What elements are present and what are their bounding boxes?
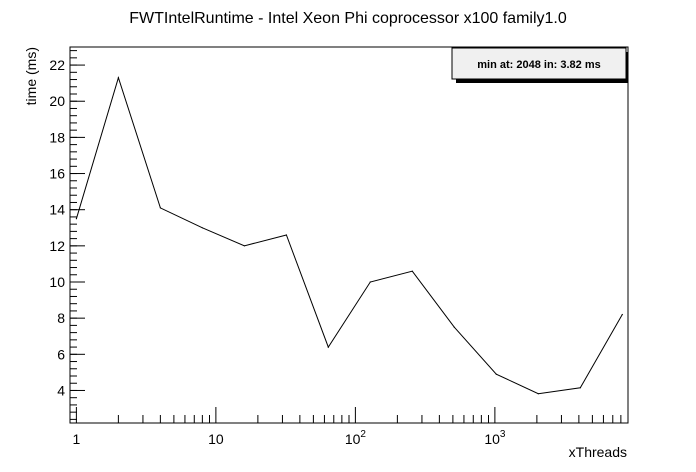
x-tick-label-exponent: 3: [500, 429, 506, 440]
y-tick-label: 14: [49, 202, 65, 218]
data-point: [453, 326, 455, 328]
y-tick-label: 4: [57, 382, 65, 398]
series-line-runtime: [75, 76, 623, 395]
data-point: [285, 234, 287, 236]
x-tick-label-base: 10: [208, 431, 224, 447]
data-point: [621, 313, 623, 316]
series-layer: [75, 76, 623, 395]
y-axis-label: time (ms): [23, 47, 39, 105]
x-tick-label-exponent: 2: [360, 429, 366, 440]
y-axis: 4 6 8 10 12 14 16 18 20 22: [49, 50, 85, 420]
x-tick-label-base: 10: [484, 431, 500, 447]
data-point: [75, 218, 77, 220]
x-tick-label-base: 10: [345, 431, 361, 447]
data-point: [327, 346, 329, 348]
y-tick-label: 20: [49, 93, 65, 109]
annotation-text: min at: 2048 in: 3.82 ms: [477, 59, 601, 71]
data-point: [411, 270, 413, 272]
data-point: [201, 227, 203, 229]
x-axis-label: xThreads: [569, 444, 627, 460]
y-tick-label: 22: [49, 57, 65, 73]
x-tick-label: 1: [72, 431, 80, 447]
data-point: [117, 77, 119, 79]
data-point: [495, 373, 497, 375]
x-tick-label: 103: [484, 429, 506, 447]
y-tick-label: 10: [49, 274, 65, 290]
plot-frame: [69, 46, 629, 424]
x-axis: 1 10 102 103: [72, 407, 629, 447]
data-point: [537, 393, 539, 395]
y-tick-label: 6: [57, 346, 65, 362]
y-tick-label: 16: [49, 166, 65, 182]
data-point: [369, 281, 371, 283]
y-tick-label: 18: [49, 129, 65, 145]
x-tick-label: 10: [208, 431, 224, 447]
chart-title: FWTIntelRuntime - Intel Xeon Phi coproce…: [129, 10, 567, 27]
y-tick-label: 12: [49, 238, 65, 254]
data-point: [243, 245, 245, 247]
annotation-box: min at: 2048 in: 3.82 ms: [451, 47, 628, 83]
data-point: [159, 207, 161, 209]
data-point: [579, 387, 581, 389]
annotation-box-background: [451, 47, 627, 80]
x-tick-label: 102: [345, 429, 367, 447]
x-tick-label-base: 1: [72, 431, 80, 447]
y-tick-label: 8: [57, 310, 65, 326]
